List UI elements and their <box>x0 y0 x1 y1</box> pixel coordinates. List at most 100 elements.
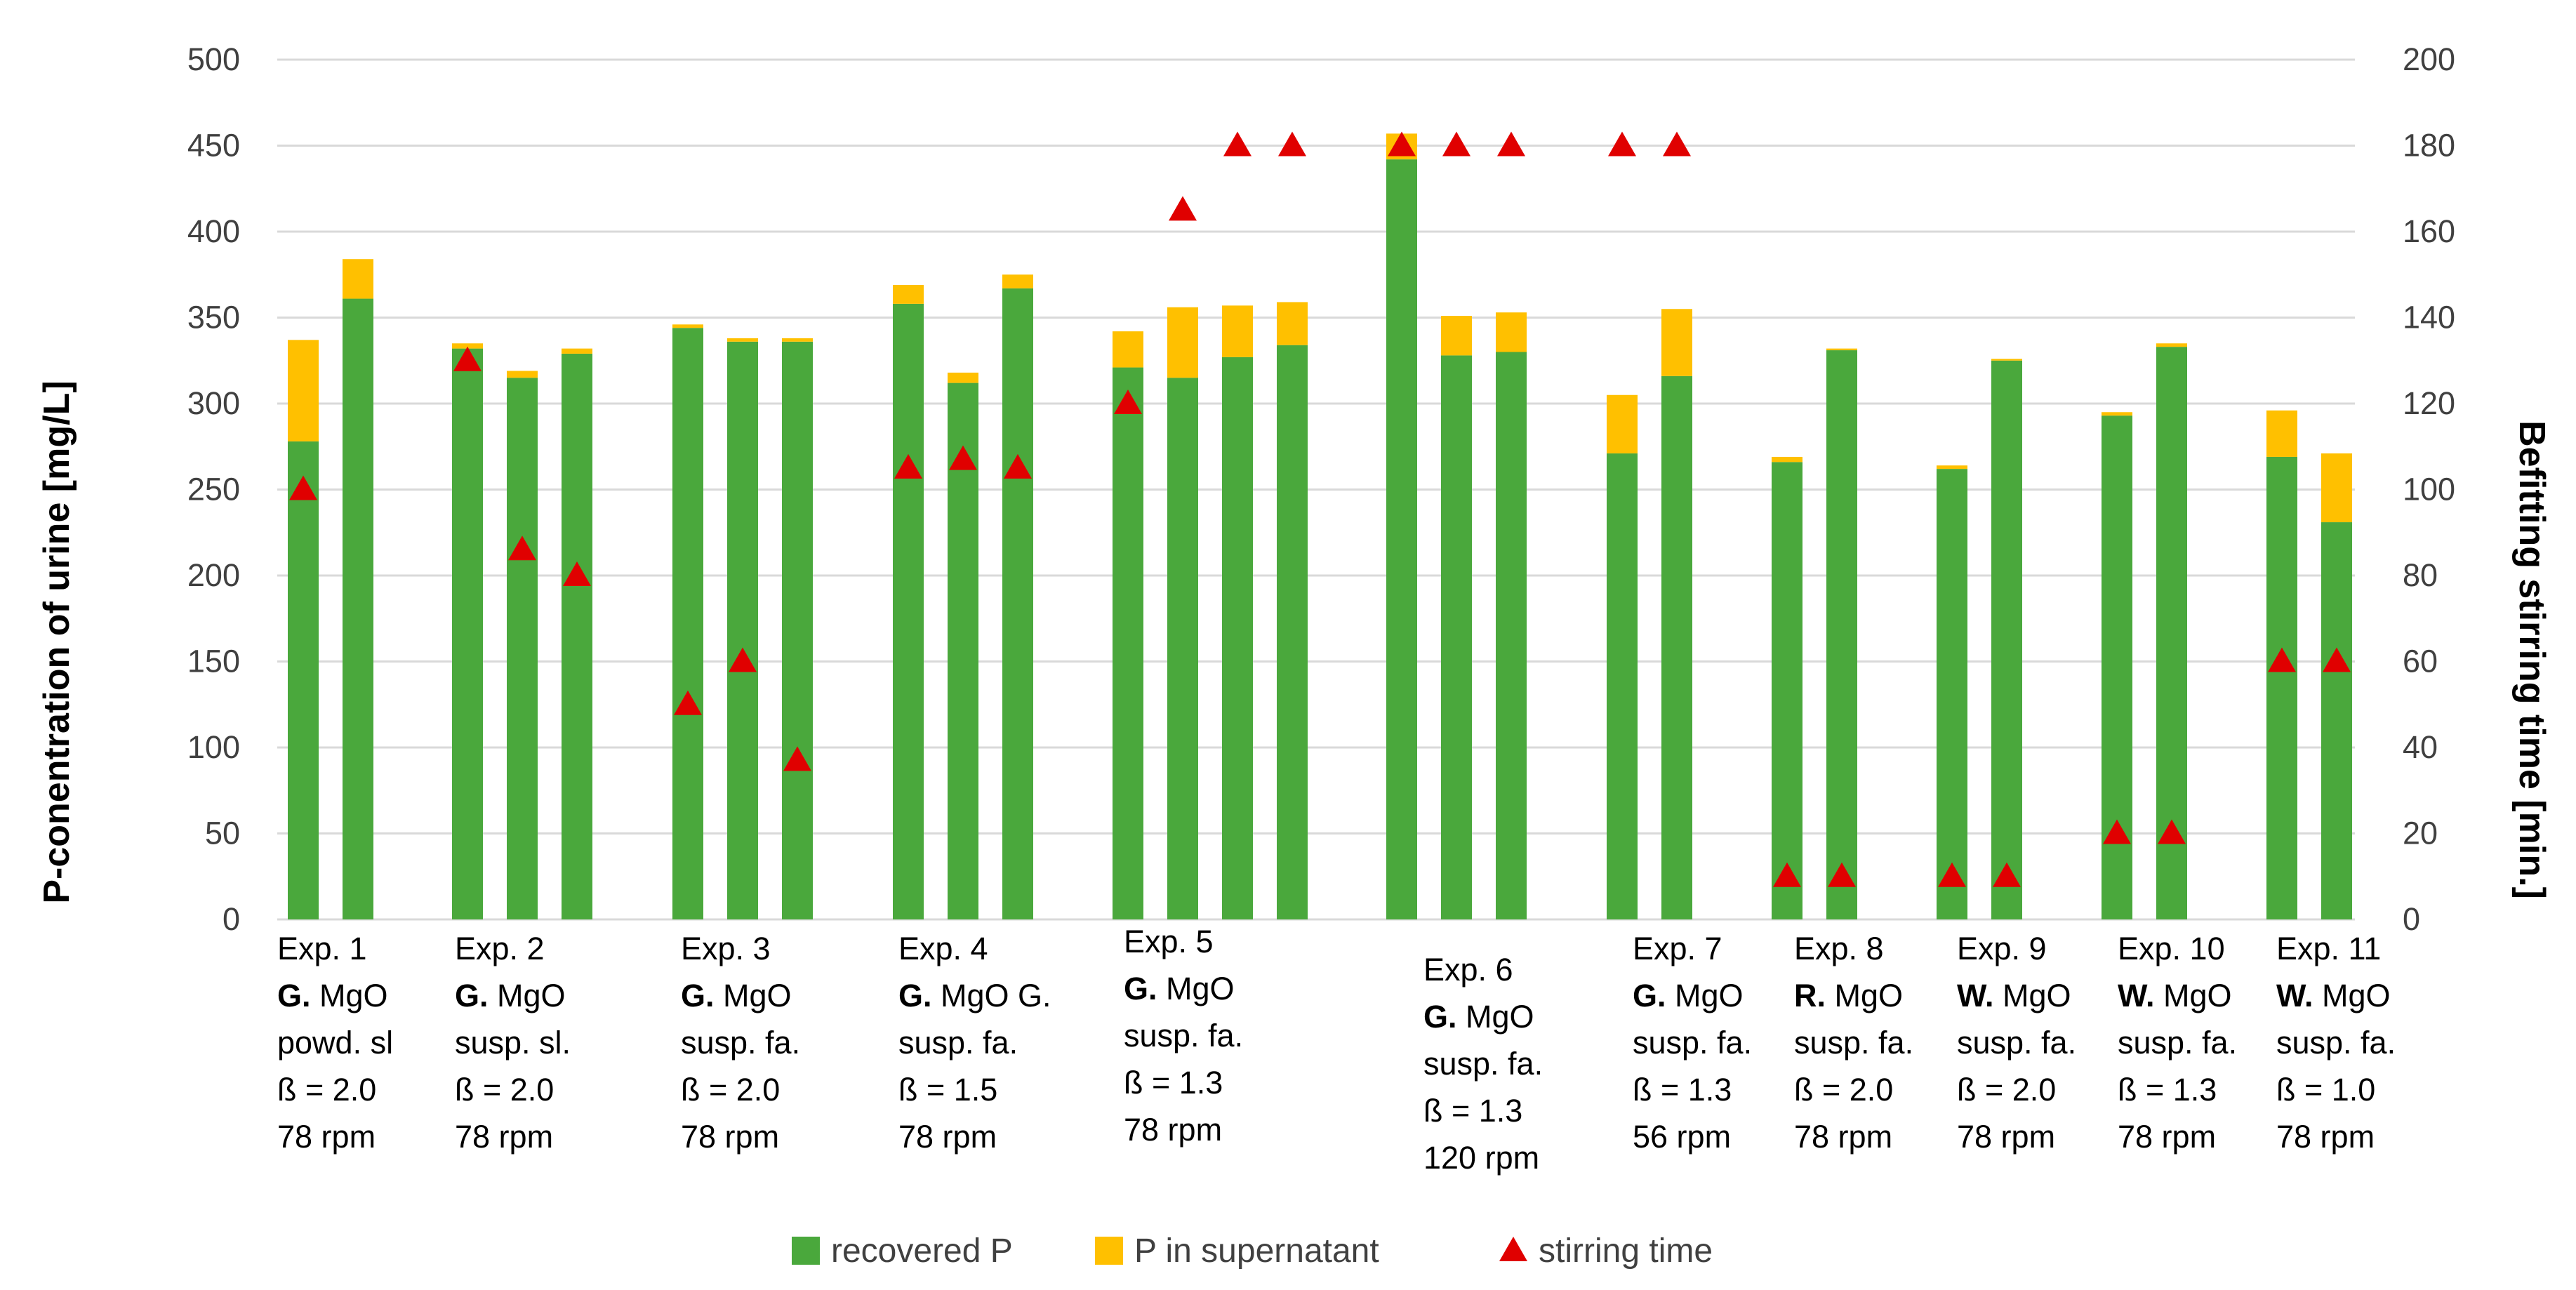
stirring-time-marker <box>894 453 922 479</box>
y2-tick-label: 60 <box>2403 644 2438 679</box>
stirring-time-marker <box>1278 131 1306 157</box>
y-tick-label: 350 <box>187 300 240 335</box>
category-line: susp. fa. <box>898 1025 1018 1060</box>
y2-axis-title: Befitting stirring time [min.] <box>2511 420 2552 899</box>
y2-tick-label: 160 <box>2403 213 2455 249</box>
category-label: Exp. 2 G. MgO susp. sl. ß = 2.0 78 rpm <box>455 931 571 1155</box>
bar-recovered-p <box>1222 357 1253 920</box>
category-line: susp. fa. <box>1423 1046 1543 1082</box>
category-line: 120 rpm <box>1423 1140 1539 1176</box>
category-line: ß = 2.0 <box>277 1072 376 1108</box>
stirring-time-marker <box>1497 131 1525 157</box>
bar-recovered-p <box>1496 352 1527 919</box>
y-tick-label: 50 <box>205 816 240 851</box>
category-line: W. <box>2118 978 2155 1013</box>
bar-p-in-supernatant <box>1496 312 1527 352</box>
bar-recovered-p <box>672 328 703 919</box>
y-tick-label: 0 <box>223 901 240 937</box>
category-line: 78 rpm <box>1794 1119 1892 1155</box>
category-line-segment: MgO <box>715 978 792 1013</box>
y-tick-label: 400 <box>187 213 240 249</box>
stirring-time-marker <box>729 647 757 672</box>
stirring-time-marker <box>1388 131 1416 157</box>
category-line: G. <box>277 978 311 1013</box>
bar-recovered-p <box>1277 345 1308 919</box>
category-label: Exp. 1 G. MgO powd. sl ß = 2.0 78 rpm <box>277 931 393 1155</box>
bar-p-in-supernatant <box>1441 316 1472 356</box>
stirring-time-marker <box>2158 819 2186 844</box>
stirring-time-marker <box>2103 819 2131 844</box>
bar-recovered-p <box>1441 355 1472 919</box>
category-line: powd. sl <box>277 1025 393 1060</box>
bar-p-in-supernatant <box>1113 331 1143 368</box>
bar-p-in-supernatant <box>1937 465 1967 470</box>
experiment-name: Exp. 8 <box>1794 931 1884 966</box>
category-line: 78 rpm <box>898 1119 997 1155</box>
experiment-name: Exp. 2 <box>455 931 545 966</box>
y-tick-label: 450 <box>187 128 240 164</box>
stirring-time-marker <box>1773 862 1801 887</box>
bar-p-in-supernatant <box>1277 302 1308 345</box>
y2-tick-label: 180 <box>2403 128 2455 164</box>
category-line: G. <box>1633 978 1666 1013</box>
stirring-time-marker <box>1169 196 1197 221</box>
category-line: ß = 1.3 <box>1423 1093 1522 1129</box>
category-line: susp. fa. <box>1957 1025 2076 1060</box>
category-line: susp. fa. <box>2276 1025 2396 1060</box>
bar-recovered-p <box>452 348 483 920</box>
bar-p-in-supernatant <box>343 259 373 299</box>
bar-p-in-supernatant <box>2156 343 2187 347</box>
bar-recovered-p <box>1167 378 1198 919</box>
category-label: Exp. 8 R. MgO susp. fa. ß = 2.0 78 rpm <box>1794 931 1913 1155</box>
bar-p-in-supernatant <box>562 348 592 354</box>
y-tick-label: 250 <box>187 472 240 507</box>
experiment-name: Exp. 6 <box>1423 952 1513 988</box>
y-axis-title: P-conentration of urine [mg/L] <box>36 380 77 903</box>
experiment-name: Exp. 10 <box>2118 931 2225 966</box>
bar-p-in-supernatant <box>1002 274 1033 288</box>
stirring-time-marker <box>1663 131 1691 157</box>
bar-recovered-p <box>893 303 924 919</box>
bar-recovered-p <box>1937 469 1967 919</box>
bar-p-in-supernatant <box>288 340 319 441</box>
y-tick-label: 200 <box>187 557 240 593</box>
experiment-name: Exp. 11 <box>2276 931 2381 966</box>
stirring-time-marker <box>289 475 317 500</box>
y2-tick-label: 20 <box>2403 816 2438 851</box>
category-line: ß = 2.0 <box>455 1072 554 1108</box>
legend-label-recovered: recovered P <box>831 1232 1013 1270</box>
bar-recovered-p <box>507 378 538 919</box>
y2-tick-label: 120 <box>2403 385 2455 421</box>
bar-p-in-supernatant <box>948 372 978 383</box>
category-line: ß = 1.0 <box>2276 1072 2375 1108</box>
category-line: G. <box>681 978 715 1013</box>
stirring-time-marker <box>1442 131 1470 157</box>
left-axis-ticks: 0 50 100 150 200 250 300 350 400 450 500 <box>187 41 240 937</box>
bar-p-in-supernatant <box>1826 348 1857 351</box>
legend: recovered P P in supernatant stirring time <box>792 1232 1713 1270</box>
legend-swatch-recovered <box>792 1237 820 1265</box>
bar-recovered-p <box>1772 462 1802 919</box>
bar-recovered-p <box>2321 522 2352 919</box>
stirring-time-marker <box>1993 862 2021 887</box>
category-line: 78 rpm <box>2276 1119 2375 1155</box>
category-line: 78 rpm <box>455 1119 553 1155</box>
stirring-time-marker <box>1828 862 1856 887</box>
bar-recovered-p <box>1826 350 1857 919</box>
y2-tick-label: 80 <box>2403 557 2438 593</box>
category-label: Exp. 6 G. MgO susp. fa. ß = 1.3 120 rpm <box>1423 952 1543 1176</box>
category-line: 78 rpm <box>277 1119 376 1155</box>
y2-tick-label: 140 <box>2403 300 2455 335</box>
category-line: R. <box>1794 978 1826 1013</box>
bar-p-in-supernatant <box>1167 307 1198 378</box>
category-label: Exp. 11 W. MgO susp. fa. ß = 1.0 78 rpm <box>2276 931 2396 1155</box>
bar-p-in-supernatant <box>2321 453 2352 523</box>
stirring-time-marker <box>1938 862 1966 887</box>
category-line: susp. sl. <box>455 1025 571 1060</box>
legend-label-supernatant: P in supernatant <box>1134 1232 1379 1270</box>
category-line-segment: MgO G. <box>932 978 1051 1013</box>
category-line: susp. fa. <box>1633 1025 1752 1060</box>
stirring-time-marker <box>1004 453 1032 479</box>
category-line-segment: MgO <box>1994 978 2071 1013</box>
bar-recovered-p <box>1991 360 2022 919</box>
